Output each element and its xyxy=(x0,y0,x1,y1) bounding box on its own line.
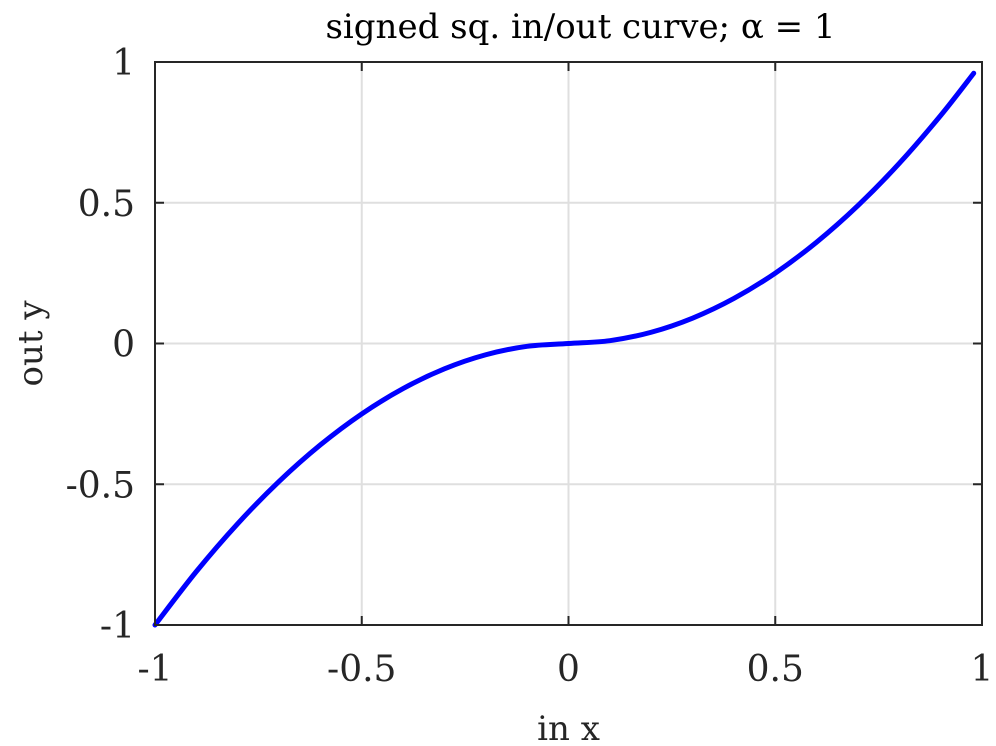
x-tick-label: -1 xyxy=(137,649,172,690)
y-axis-label: out y xyxy=(11,300,51,387)
x-tick-label: 0.5 xyxy=(747,649,804,690)
x-tick-label: 1 xyxy=(971,649,994,690)
y-tick-label: 0 xyxy=(112,325,135,366)
x-tick-label: -0.5 xyxy=(327,649,396,690)
y-tick-label: -1 xyxy=(100,606,135,647)
chart-title: signed sq. in/out curve; α = 1 xyxy=(325,7,835,47)
x-tick-label: 0 xyxy=(557,649,580,690)
y-tick-label: 1 xyxy=(112,43,135,84)
y-tick-label: 0.5 xyxy=(78,184,135,225)
x-axis-label: in x xyxy=(537,709,600,746)
axis-ticks: -1 -0.5 0 0.5 1 -1 -0.5 0 0.5 1 xyxy=(66,43,994,690)
y-tick-label: -0.5 xyxy=(66,465,135,506)
series-line xyxy=(152,70,977,628)
plot-series xyxy=(152,70,977,628)
